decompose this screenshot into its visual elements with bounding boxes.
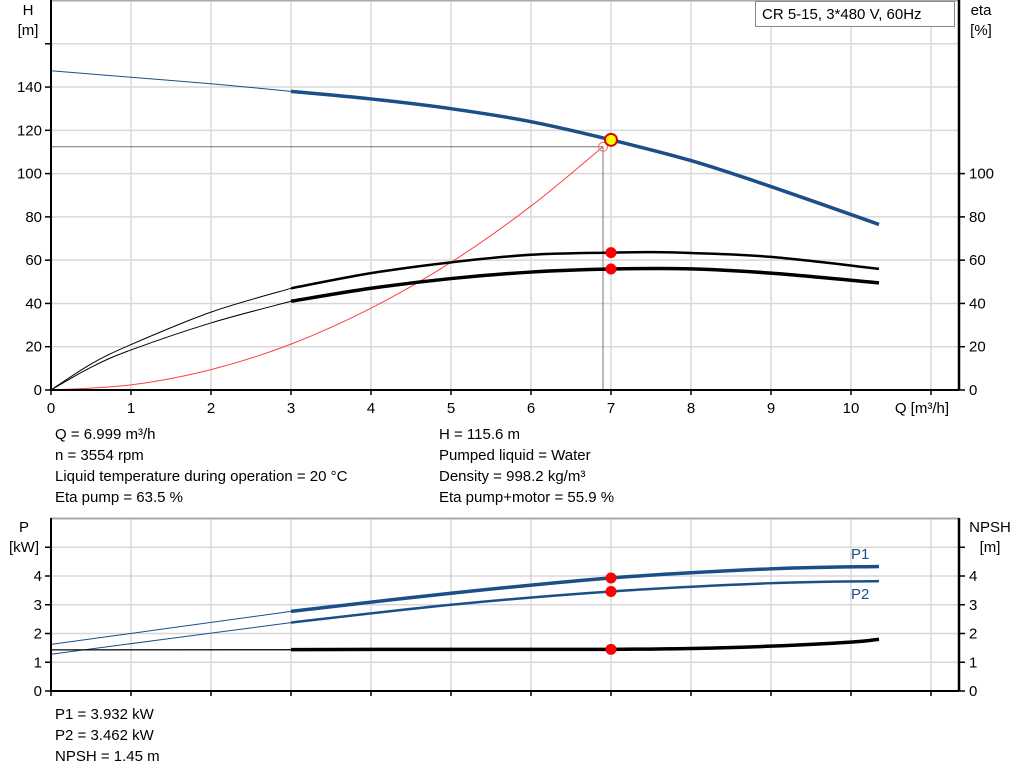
p-tick-label: 2	[34, 626, 42, 643]
p1-series-label: P1	[851, 546, 869, 563]
y-tick-label: 0	[34, 382, 42, 399]
x-tick-label: 8	[687, 400, 695, 417]
p1-marker	[605, 572, 617, 584]
info-speed: n = 3554 rpm	[55, 447, 144, 464]
eta-pump-motor-curve-extrapolated	[50, 300, 292, 391]
info-bottom: P1 = 3.932 kW P2 = 3.462 kW NPSH = 1.45 …	[55, 704, 160, 767]
y2-axis-label-unit: [%]	[970, 22, 992, 39]
x-tick-label: 10	[843, 400, 860, 417]
p2-curve-extrapolated	[50, 622, 292, 655]
x-tick-label: 3	[287, 400, 295, 417]
p-tick-label: 1	[34, 654, 42, 671]
npsh-tick-label: 4	[969, 568, 977, 585]
info-npsh: NPSH = 1.45 m	[55, 748, 160, 765]
y-tick-label: 40	[25, 295, 42, 312]
x-tick-label: 7	[607, 400, 615, 417]
p1-curve-extrapolated	[50, 610, 292, 645]
p-axis-label-name: P	[19, 519, 29, 536]
npsh-axis-label-name: NPSH	[969, 519, 1011, 536]
npsh-tick-label: 3	[969, 597, 977, 614]
info-flow: Q = 6.999 m³/h	[55, 426, 156, 443]
npsh-tick-label: 1	[969, 654, 977, 671]
npsh-tick-label: 2	[969, 626, 977, 643]
duty-point-marker	[598, 141, 608, 152]
chart-title: CR 5-15, 3*480 V, 60Hz	[755, 1, 955, 27]
x-tick-label: 1	[127, 400, 135, 417]
y-axis-label-name: H	[23, 2, 34, 19]
eta-pump-motor-marker	[605, 263, 617, 275]
y-tick-label: 100	[17, 166, 42, 183]
y-tick-label: 80	[25, 209, 42, 226]
npsh-tick-label: 0	[969, 683, 977, 700]
head-curve	[290, 89, 880, 227]
info-liquid-temp: Liquid temperature during operation = 20…	[55, 468, 348, 485]
eta-pump-motor-curve	[290, 266, 880, 304]
operating-point-marker	[604, 132, 618, 147]
y2-tick-label: 40	[969, 295, 986, 312]
info-density: Density = 998.2 kg/m³	[439, 468, 586, 485]
npsh-marker	[605, 643, 617, 655]
info-eta-pump-motor: Eta pump+motor = 55.9 %	[439, 489, 615, 506]
y-tick-label: 120	[17, 122, 42, 139]
info-top-right: H = 115.6 m Pumped liquid = Water Densit…	[439, 424, 614, 508]
y2-tick-label: 100	[969, 166, 994, 183]
x-tick-label: 2	[207, 400, 215, 417]
x-tick-label: 0	[47, 400, 55, 417]
info-eta-pump: Eta pump = 63.5 %	[55, 489, 183, 506]
info-p1: P1 = 3.932 kW	[55, 706, 154, 723]
p2-marker	[605, 585, 617, 597]
npsh-curve	[290, 637, 880, 652]
info-p2: P2 = 3.462 kW	[55, 727, 154, 744]
eta-pump-marker	[605, 247, 617, 259]
p-tick-label: 3	[34, 597, 42, 614]
info-top-left: Q = 6.999 m³/h n = 3554 rpm Liquid tempe…	[55, 424, 347, 508]
y-tick-label: 20	[25, 339, 42, 356]
info-pumped-liquid: Pumped liquid = Water	[439, 447, 591, 464]
npsh-axis-label-unit: [m]	[980, 539, 1001, 556]
system-curve	[50, 146, 604, 391]
y2-tick-label: 60	[969, 252, 986, 269]
head-curve-extrapolated	[50, 70, 292, 92]
x-tick-label: 5	[447, 400, 455, 417]
x-axis-label: Q [m³/h]	[895, 400, 949, 417]
y2-tick-label: 20	[969, 339, 986, 356]
y2-tick-label: 0	[969, 382, 977, 399]
y2-axis-label-name: eta	[971, 2, 993, 19]
y-axis-label-unit: [m]	[18, 22, 39, 39]
p-axis-label-unit: [kW]	[9, 539, 39, 556]
p-tick-label: 4	[34, 568, 42, 585]
y2-tick-label: 80	[969, 209, 986, 226]
y-tick-label: 60	[25, 252, 42, 269]
y-tick-label: 140	[17, 79, 42, 96]
x-tick-label: 6	[527, 400, 535, 417]
p-tick-label: 0	[34, 683, 42, 700]
x-tick-label: 9	[767, 400, 775, 417]
p2-series-label: P2	[851, 586, 869, 603]
info-head: H = 115.6 m	[439, 426, 521, 443]
eta-pump-curve-extrapolated	[50, 287, 292, 391]
x-tick-label: 4	[367, 400, 375, 417]
